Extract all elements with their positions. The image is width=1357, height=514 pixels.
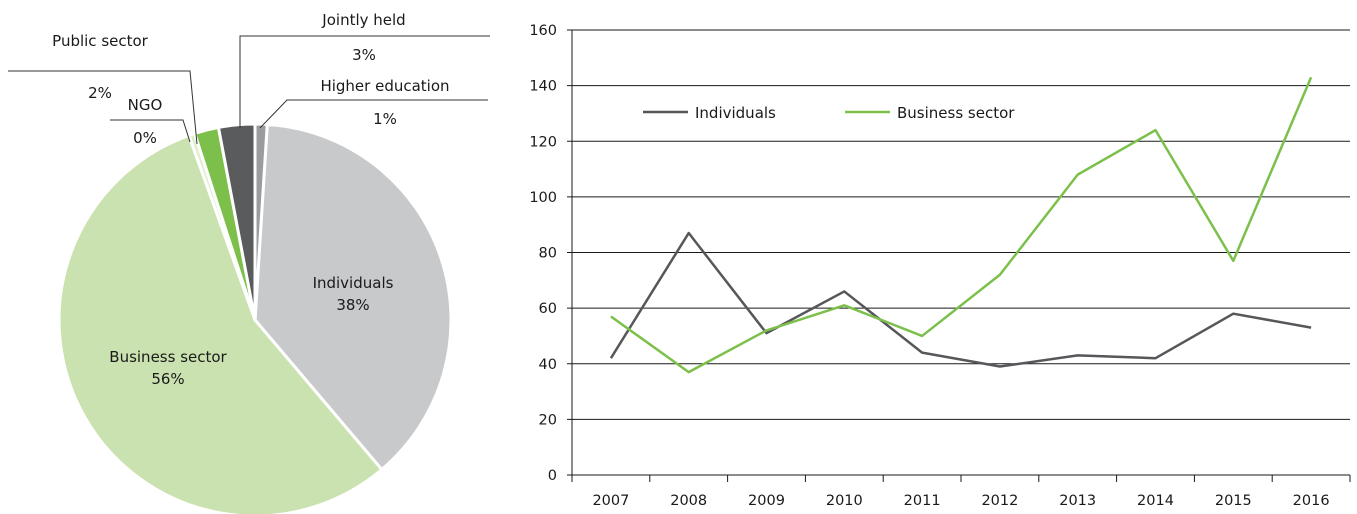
pie-slice-individuals xyxy=(253,122,453,471)
legend-label-individuals: Individuals xyxy=(695,104,776,122)
legend-label-business-sector: Business sector xyxy=(897,104,1015,122)
pie-slice-business-sector xyxy=(57,133,384,514)
pie-label-jointly-held: Jointly held xyxy=(321,11,405,29)
y-tick-label: 60 xyxy=(539,301,557,317)
x-tick-label: 2007 xyxy=(592,493,629,509)
y-tick-label: 160 xyxy=(529,23,557,39)
x-tick-label: 2008 xyxy=(670,493,707,509)
y-tick-label: 40 xyxy=(539,357,557,373)
pie-label-individuals: Individuals xyxy=(313,274,394,292)
legend: Individuals Business sector xyxy=(643,104,1015,122)
pie-label-business-sector: Business sector xyxy=(109,348,227,366)
y-tick-label: 100 xyxy=(529,190,557,206)
x-tick-label: 2013 xyxy=(1059,493,1096,509)
y-tick-label: 20 xyxy=(539,412,557,428)
x-tick-label: 2016 xyxy=(1293,493,1330,509)
pie-value-jointly-held: 3% xyxy=(352,46,376,64)
pie-value-individuals: 38% xyxy=(336,296,369,314)
y-tick-label: 0 xyxy=(548,468,557,484)
leader-line-higher-education xyxy=(259,99,488,129)
x-tick-label: 2012 xyxy=(981,493,1018,509)
pie-value-ngo: 0% xyxy=(133,129,157,147)
pie-slice-higher-education xyxy=(253,122,269,322)
pie-label-higher-education: Higher education xyxy=(320,77,449,95)
x-tick-label: 2011 xyxy=(904,493,941,509)
x-tick-label: 2009 xyxy=(748,493,785,509)
leader-line-public-sector xyxy=(8,70,198,145)
y-tick-label: 140 xyxy=(529,79,557,95)
line-chart: 0 20 40 60 80 100 120 140 160 2007 2008 2009 2010 201… xyxy=(529,23,1351,509)
pie-value-public-sector: 2% xyxy=(88,84,112,102)
leader-line-ngo xyxy=(110,119,191,143)
y-tick-label: 80 xyxy=(539,246,557,262)
y-tick-label: 120 xyxy=(529,134,557,150)
series-line-individuals xyxy=(609,231,1312,368)
pie-label-ngo: NGO xyxy=(128,96,163,114)
pie-value-business-sector: 56% xyxy=(151,370,184,388)
pie-chart: Individuals 38% Business sector 56% Public s… xyxy=(8,11,490,514)
pie-value-higher-education: 1% xyxy=(373,110,397,128)
x-tick-label: 2015 xyxy=(1215,493,1252,509)
leader-line-jointly-held xyxy=(239,35,490,128)
x-tick-label: 2010 xyxy=(826,493,863,509)
x-tick-label: 2014 xyxy=(1137,493,1174,509)
pie-label-public-sector: Public sector xyxy=(52,32,149,50)
series-line-business-sector xyxy=(610,76,1313,374)
